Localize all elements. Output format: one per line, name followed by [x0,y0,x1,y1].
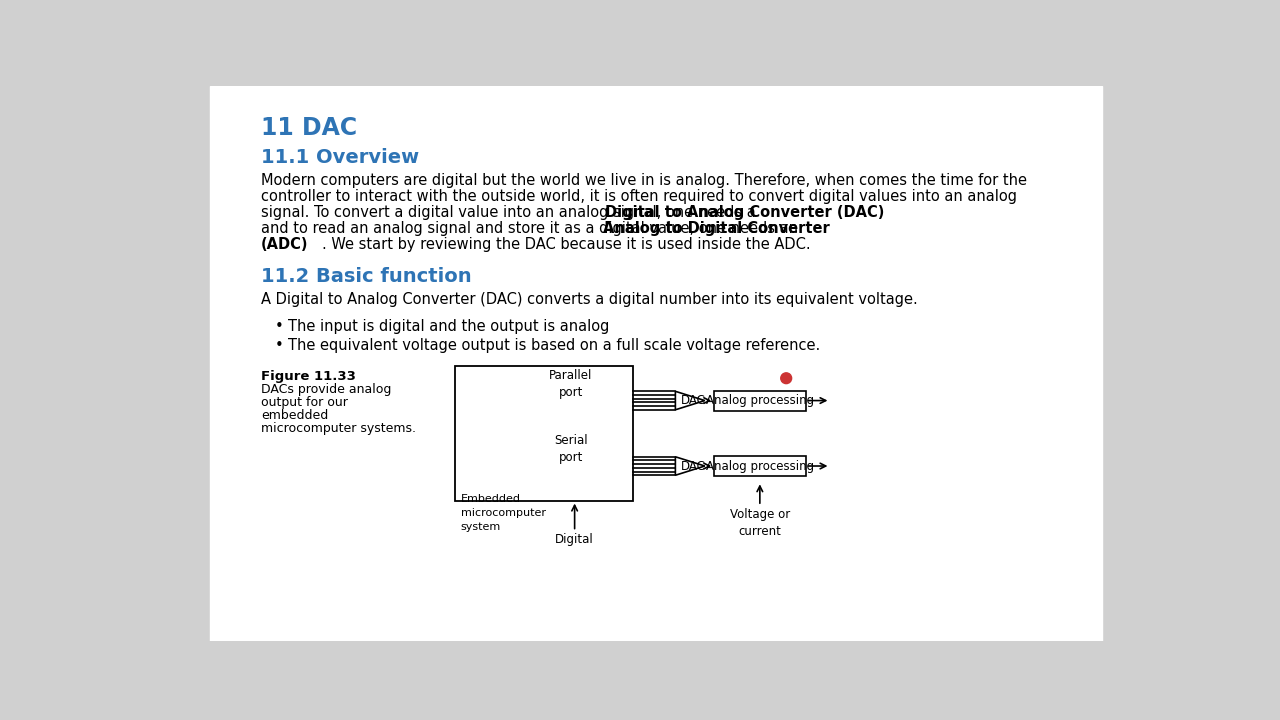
Text: 11.2 Basic function: 11.2 Basic function [261,267,471,287]
Text: The input is digital and the output is analog: The input is digital and the output is a… [288,319,609,334]
Text: DAC: DAC [681,459,705,472]
Text: and to read an analog signal and store it as a digital value, one needs an: and to read an analog signal and store i… [261,221,803,236]
Text: Analog processing: Analog processing [705,394,814,407]
Text: A Digital to Analog Converter (DAC) converts a digital number into its equivalen: A Digital to Analog Converter (DAC) conv… [261,292,918,307]
Bar [714,390,805,410]
Text: DAC: DAC [681,394,705,407]
Text: Parallel
port: Parallel port [549,369,593,399]
Text: Digital to Analog Converter (DAC): Digital to Analog Converter (DAC) [605,205,884,220]
Text: •: • [275,338,283,354]
Text: Serial
port: Serial port [554,434,588,464]
Text: Figure 11.33: Figure 11.33 [261,370,356,383]
Polygon shape [676,456,705,475]
Text: Digital: Digital [556,533,594,546]
Text: The equivalent voltage output is based on a full scale voltage reference.: The equivalent voltage output is based o… [288,338,820,354]
Bar [210,86,1102,641]
Text: Voltage or
current: Voltage or current [730,508,790,538]
Text: DACs provide analog: DACs provide analog [261,383,392,396]
Text: microcomputer systems.: microcomputer systems. [261,422,416,435]
Bar [714,456,805,476]
Polygon shape [676,391,705,410]
Text: controller to interact with the outside world, it is often required to convert d: controller to interact with the outside … [261,189,1016,204]
Text: Analog to Digital Converter: Analog to Digital Converter [603,221,829,236]
Text: signal. To convert a digital value into an analog signal, one needs a: signal. To convert a digital value into … [261,205,760,220]
Text: embedded: embedded [261,409,328,422]
Text: Embedded
microcomputer
system: Embedded microcomputer system [461,495,545,533]
Text: 11 DAC: 11 DAC [261,116,357,140]
Text: . We start by reviewing the DAC because it is used inside the ADC.: . We start by reviewing the DAC because … [323,238,810,252]
Text: •: • [275,319,283,334]
Circle shape [781,373,791,384]
Bar [454,366,632,500]
Text: Modern computers are digital but the world we live in is analog. Therefore, when: Modern computers are digital but the wor… [261,173,1027,188]
Text: Analog processing: Analog processing [705,459,814,472]
Text: output for our: output for our [261,396,348,409]
Text: 11.1 Overview: 11.1 Overview [261,148,419,167]
Text: (ADC): (ADC) [261,238,308,252]
